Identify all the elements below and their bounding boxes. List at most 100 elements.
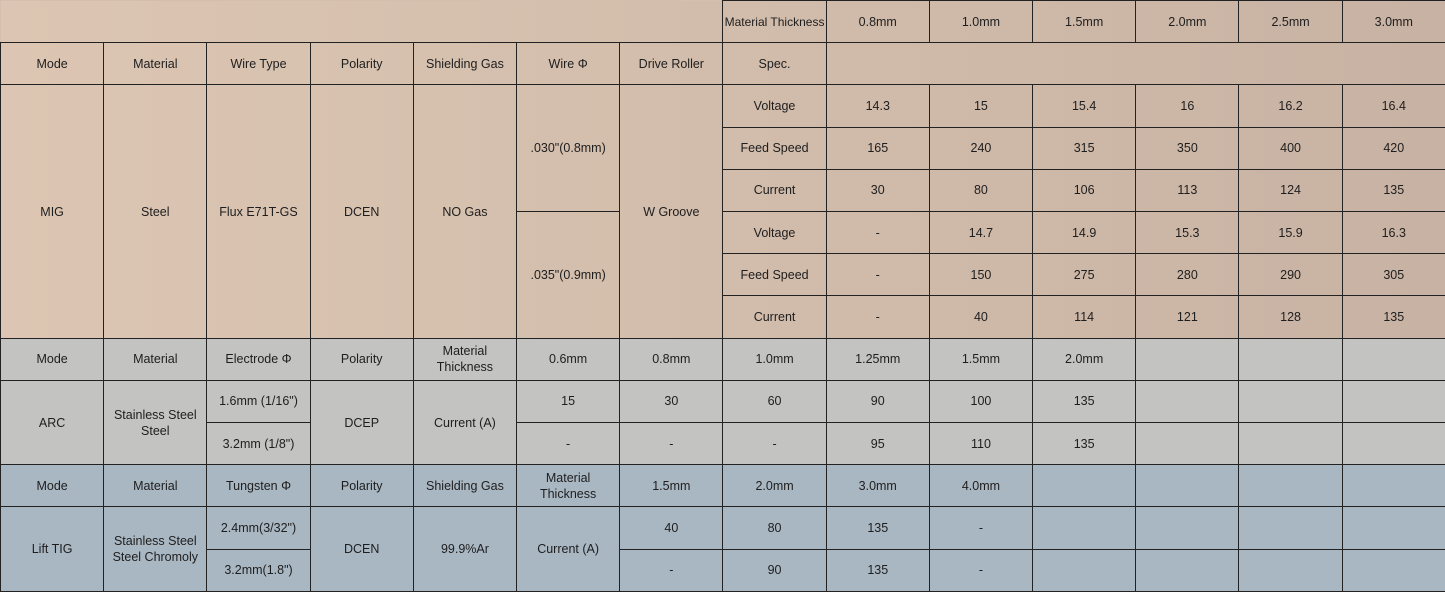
value-cell: 90 xyxy=(825,379,930,424)
value-cell: - xyxy=(619,548,724,592)
blank-cell xyxy=(1135,422,1240,466)
column-header: Electrode Φ xyxy=(206,337,311,381)
value-cell: 106 xyxy=(1032,168,1137,213)
polarity-cell: DCEN xyxy=(309,84,414,339)
value-cell: 60 xyxy=(722,379,827,424)
value-cell: 135 xyxy=(1341,168,1445,213)
thickness-header: 1.5mm xyxy=(1032,0,1137,44)
value-cell: 305 xyxy=(1341,253,1445,297)
spec-cell: Voltage xyxy=(722,84,827,128)
blank-cell xyxy=(1238,548,1343,592)
table-row: 3.2mm(1.8") -90 135- xyxy=(1,548,1445,592)
blank-cell xyxy=(1135,548,1240,592)
column-header: Spec. xyxy=(722,42,827,86)
thickness-header: 1.5mm xyxy=(619,464,724,508)
column-header: Shielding Gas xyxy=(412,464,518,508)
spec-cell: Current (A) xyxy=(516,506,621,592)
value-cell: 15.3 xyxy=(1135,211,1240,255)
blank-cell xyxy=(1238,422,1343,466)
spec-cell: Current xyxy=(722,295,827,339)
blank-cell xyxy=(1238,506,1343,550)
material-cell: Steel xyxy=(103,84,208,339)
value-cell: 16.3 xyxy=(1341,211,1445,255)
value-cell: 15.9 xyxy=(1238,211,1343,255)
value-cell: 30 xyxy=(619,379,724,424)
column-header: Mode xyxy=(0,337,105,381)
material-cell: Stainless Steel Steel xyxy=(103,379,208,466)
value-cell: 16.2 xyxy=(1238,84,1343,128)
tungsten-cell: 2.4mm(3/32") xyxy=(206,506,311,550)
value-cell: - xyxy=(619,422,724,466)
blank-cell xyxy=(1341,506,1445,550)
column-header: Material xyxy=(103,42,208,86)
blank-cell xyxy=(1238,337,1343,381)
table-row: 3.2mm (1/8") - - -95 110 135 xyxy=(1,422,1445,466)
value-cell: 135 xyxy=(1341,295,1445,339)
blank-cell xyxy=(1238,464,1343,508)
electrode-cell: 1.6mm (1/16") xyxy=(206,379,311,424)
column-header: Wire Type xyxy=(206,42,311,86)
value-cell: - xyxy=(722,422,827,466)
blank-cell xyxy=(0,0,724,44)
wire-diameter-cell: .030"(0.8mm) xyxy=(516,84,621,213)
column-header: Material Thickness xyxy=(412,337,518,381)
table-row: Mode Material Electrode Φ Polarity Material … xyxy=(0,337,1445,381)
column-header: Shielding Gas xyxy=(412,42,518,86)
thickness-label: Material Thickness xyxy=(722,0,827,44)
value-cell: 400 xyxy=(1238,126,1343,170)
value-cell: 90 xyxy=(722,548,827,592)
value-cell: - xyxy=(516,422,621,466)
value-cell: 121 xyxy=(1135,295,1240,339)
value-cell: 135 xyxy=(1032,379,1137,424)
thickness-header: 1.0mm xyxy=(722,337,827,381)
value-cell: 350 xyxy=(1135,126,1240,170)
spec-cell: Feed Speed xyxy=(722,126,827,170)
value-cell: 110 xyxy=(928,422,1034,466)
value-cell: 16 xyxy=(1135,84,1240,128)
wire-diameter-cell: .035"(0.9mm) xyxy=(516,211,621,339)
drive-roller-cell: W Groove xyxy=(619,84,724,339)
blank-cell xyxy=(1032,464,1137,508)
value-cell: 15 xyxy=(516,379,621,424)
column-header: Material xyxy=(103,337,208,381)
blank-cell xyxy=(1341,422,1445,466)
blank-cell xyxy=(1341,337,1445,381)
thickness-header: 4.0mm xyxy=(928,464,1034,508)
spec-cell: Voltage xyxy=(722,211,827,255)
table-row: ARC Stainless Steel Steel 1.6mm (1/16") DCE… xyxy=(0,379,1445,466)
value-cell: 128 xyxy=(1238,295,1343,339)
table-row: Mode Material Tungsten Φ Polarity Shielding … xyxy=(0,464,1445,508)
blank-cell xyxy=(1032,506,1137,550)
value-cell: 290 xyxy=(1238,253,1343,297)
thickness-header: 2.0mm xyxy=(1032,337,1137,381)
value-cell: 420 xyxy=(1341,126,1445,170)
table-row: Lift TIG Stainless Steel Steel Chromoly 2.… xyxy=(0,506,1445,592)
value-cell: 315 xyxy=(1032,126,1137,170)
blank-cell xyxy=(1238,379,1343,424)
column-header: Wire Φ xyxy=(516,42,621,86)
table-row: Material Thickness 0.8mm 1.0mm 1.5mm 2.0mm 2.… xyxy=(0,0,1445,44)
polarity-cell: DCEP xyxy=(309,379,414,466)
blank-cell xyxy=(1341,379,1445,424)
value-cell: - xyxy=(825,253,930,297)
tungsten-cell: 3.2mm(1.8") xyxy=(206,548,311,592)
value-cell: 40 xyxy=(619,506,724,550)
value-cell: 30 xyxy=(825,168,930,213)
value-cell: 165 xyxy=(825,126,930,170)
thickness-header: 3.0mm xyxy=(825,464,930,508)
polarity-cell: DCEN xyxy=(309,506,414,592)
value-cell: 240 xyxy=(928,126,1034,170)
blank-cell xyxy=(1135,506,1240,550)
shielding-gas-cell: NO Gas xyxy=(412,84,518,339)
column-header: Mode xyxy=(0,464,105,508)
thickness-header: 0.6mm xyxy=(516,337,621,381)
thickness-header: 1.0mm xyxy=(928,0,1034,44)
table-row: Feed Speed 165 240 315 350 400 420 xyxy=(0,126,1445,170)
value-cell: 124 xyxy=(1238,168,1343,213)
column-header: Material Thickness xyxy=(516,464,621,508)
value-cell: 113 xyxy=(1135,168,1240,213)
column-header: Drive Roller xyxy=(619,42,724,86)
value-cell: 100 xyxy=(928,379,1034,424)
spec-cell: Current xyxy=(722,168,827,213)
shielding-gas-cell: 99.9%Ar xyxy=(412,506,518,592)
